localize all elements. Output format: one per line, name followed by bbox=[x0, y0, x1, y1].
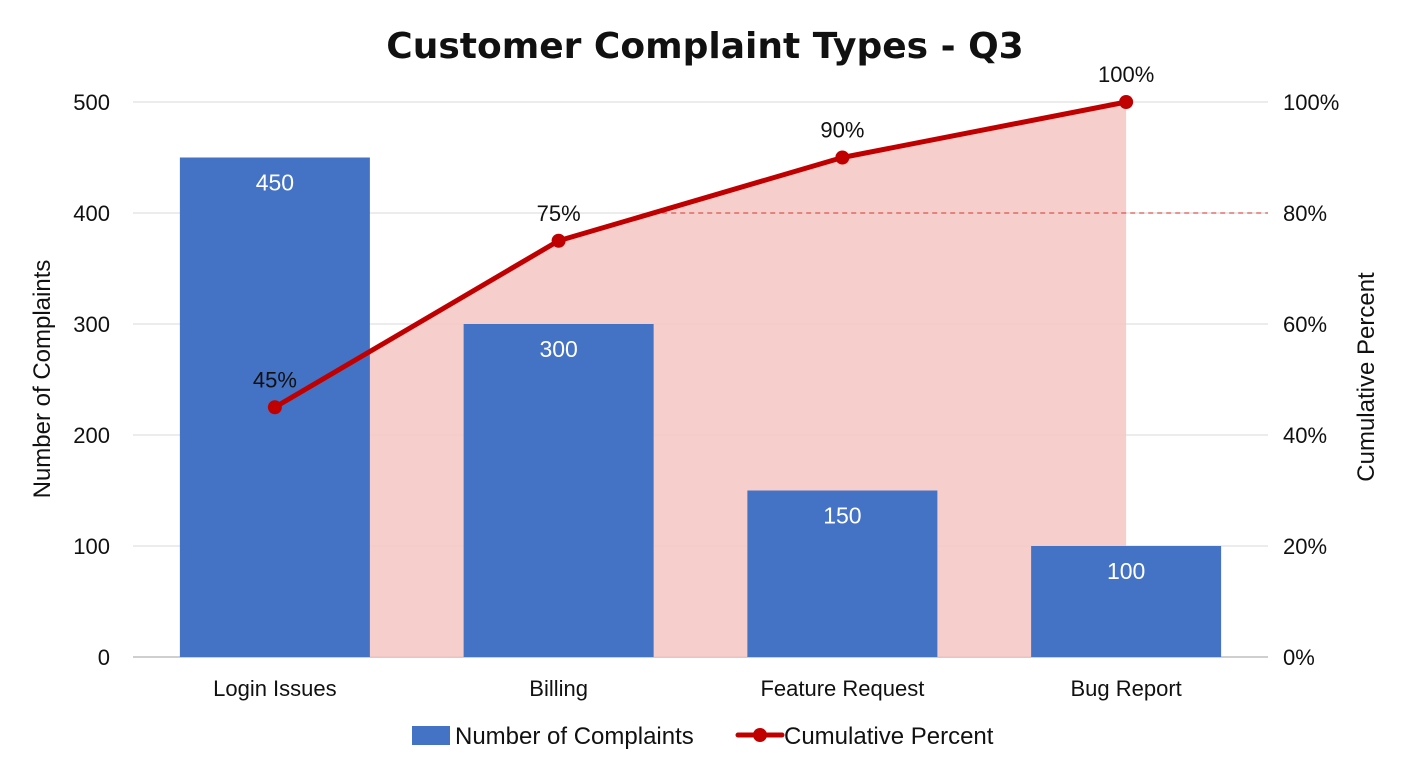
y-tick-label: 200 bbox=[73, 423, 110, 448]
y2-tick-label: 40% bbox=[1283, 423, 1327, 448]
line-point bbox=[835, 150, 850, 165]
bar bbox=[747, 490, 938, 657]
x-tick-label: Feature Request bbox=[760, 676, 924, 701]
line-point bbox=[551, 233, 566, 248]
y2-tick-label: 100% bbox=[1283, 90, 1339, 115]
legend-swatch-point bbox=[753, 728, 767, 742]
x-tick-label: Bug Report bbox=[1070, 676, 1181, 701]
y-tick-label: 500 bbox=[73, 90, 110, 115]
y2-tick-label: 20% bbox=[1283, 534, 1327, 559]
bar-series: 450 300 150 100 bbox=[179, 157, 1222, 657]
x-tick-label: Login Issues bbox=[213, 676, 337, 701]
bar bbox=[463, 324, 654, 657]
legend-label-bars: Number of Complaints bbox=[455, 723, 694, 750]
x-tick-label: Billing bbox=[529, 676, 588, 701]
line-point-label: 45% bbox=[253, 367, 297, 392]
y2-axis-title: Cumulative Percent bbox=[1353, 272, 1380, 482]
y-tick-label: 0 bbox=[98, 645, 110, 670]
bar-value-label: 450 bbox=[256, 170, 294, 196]
y-tick-label: 400 bbox=[73, 201, 110, 226]
line-point-label: 75% bbox=[537, 201, 581, 226]
y-tick-label: 300 bbox=[73, 312, 110, 337]
line-point bbox=[267, 400, 282, 415]
axes: 0 100 200 300 400 500 0% 20% 40% 60% 80% 100% Number… bbox=[29, 90, 1380, 701]
legend: Number of Complaints Cumulative Percent bbox=[412, 723, 994, 750]
cumulative-area bbox=[274, 102, 1127, 657]
legend-label-line: Cumulative Percent bbox=[784, 723, 994, 750]
cumulative-line bbox=[272, 99, 1129, 410]
y2-tick-label: 80% bbox=[1283, 201, 1327, 226]
y2-tick-label: 60% bbox=[1283, 312, 1327, 337]
legend-swatch-bars bbox=[412, 726, 450, 745]
bar-value-label: 150 bbox=[823, 503, 861, 529]
y2-tick-label: 0% bbox=[1283, 645, 1315, 670]
line-point-label: 90% bbox=[820, 118, 864, 143]
line-series: 45% 75% 90% 100% bbox=[253, 62, 1154, 415]
bar-value-label: 100 bbox=[1107, 558, 1145, 584]
line-point bbox=[1119, 95, 1134, 109]
chart-title: Customer Complaint Types - Q3 bbox=[386, 26, 1023, 67]
y-axis-title: Number of Complaints bbox=[29, 260, 56, 499]
bar bbox=[1031, 546, 1222, 657]
cumulative-shaded-area bbox=[274, 102, 1127, 657]
y-tick-label: 100 bbox=[73, 534, 110, 559]
line-point-label: 100% bbox=[1098, 62, 1154, 87]
bar-value-label: 300 bbox=[539, 336, 577, 362]
